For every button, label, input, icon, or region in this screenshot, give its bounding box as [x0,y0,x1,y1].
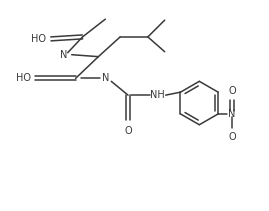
Text: O: O [228,132,236,142]
Text: O: O [124,126,132,136]
Text: N: N [60,50,68,60]
Text: NH: NH [150,90,165,100]
Text: N: N [228,109,236,119]
Text: HO: HO [31,34,47,44]
Text: N: N [102,73,109,83]
Text: HO: HO [16,73,31,83]
Text: O: O [228,86,236,96]
